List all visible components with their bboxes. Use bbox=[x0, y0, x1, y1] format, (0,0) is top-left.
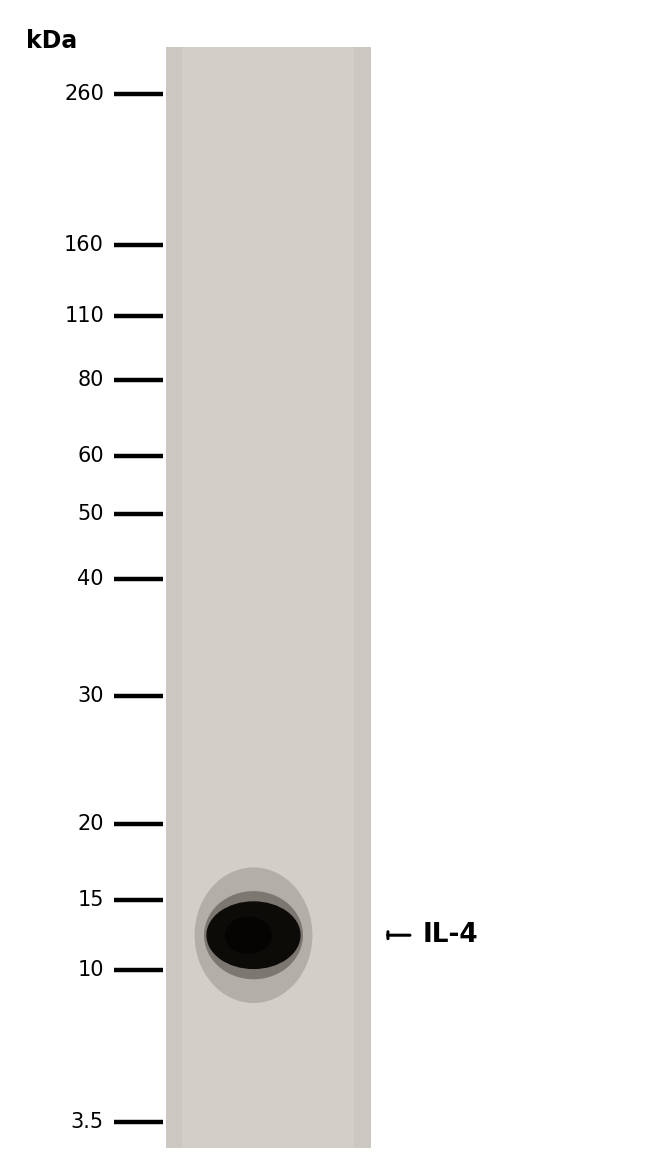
Ellipse shape bbox=[204, 891, 303, 980]
Text: 50: 50 bbox=[77, 504, 104, 525]
Text: 160: 160 bbox=[64, 235, 104, 256]
Text: 40: 40 bbox=[77, 568, 104, 589]
Text: 3.5: 3.5 bbox=[71, 1112, 104, 1133]
Bar bbox=[166, 47, 370, 1148]
Text: IL-4: IL-4 bbox=[422, 922, 478, 948]
Bar bbox=[182, 47, 354, 1148]
Text: 30: 30 bbox=[77, 685, 104, 706]
Text: 15: 15 bbox=[77, 890, 104, 911]
Text: 10: 10 bbox=[77, 960, 104, 981]
Text: 60: 60 bbox=[77, 445, 104, 466]
Ellipse shape bbox=[225, 916, 272, 954]
Ellipse shape bbox=[194, 867, 313, 1003]
Text: 20: 20 bbox=[77, 814, 104, 835]
Text: 80: 80 bbox=[77, 369, 104, 390]
Text: 260: 260 bbox=[64, 83, 104, 104]
Text: 110: 110 bbox=[64, 305, 104, 326]
Text: kDa: kDa bbox=[26, 29, 77, 54]
Ellipse shape bbox=[207, 901, 300, 969]
